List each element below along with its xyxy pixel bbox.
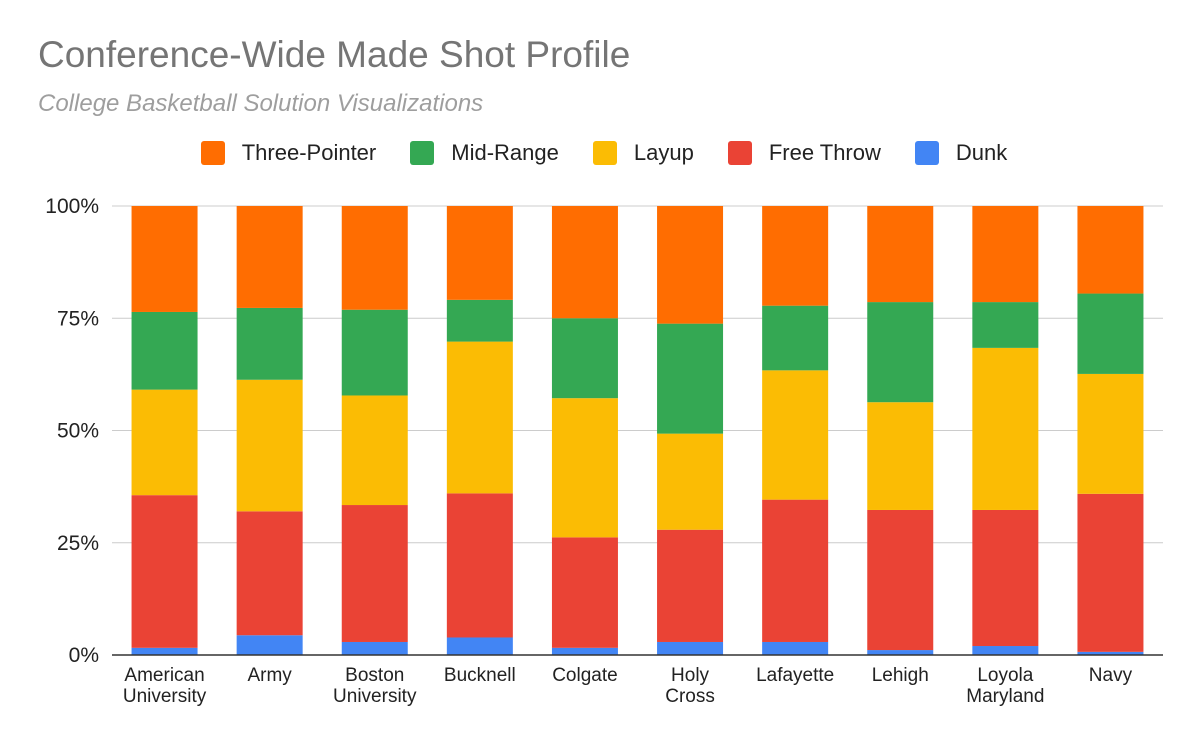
bar-segment-free-throw [341, 505, 408, 642]
bar-segment-free-throw [446, 493, 513, 638]
bar-segment-layup [446, 341, 513, 494]
bar-segment-layup [867, 402, 934, 510]
x-tick-label: Army [247, 665, 292, 686]
bar-segment-layup [762, 370, 829, 500]
legend-item-dunk: Dunk [914, 140, 1008, 166]
bar-segment-dunk [236, 635, 303, 655]
legend-item-three-pointer: Three-Pointer [200, 140, 377, 166]
bar-segment-mid-range [446, 299, 513, 342]
bar-segment-mid-range [341, 309, 408, 396]
bar-segment-three-pointer [236, 206, 303, 308]
bar-segment-dunk [972, 646, 1039, 655]
x-tick-label: Lafayette [756, 665, 834, 686]
legend-swatch-three-pointer [200, 141, 225, 165]
bar-segment-mid-range [972, 302, 1039, 348]
bar-segment-layup [972, 347, 1039, 510]
bar-segment-layup [131, 389, 198, 496]
x-tick-label: Lehigh [872, 665, 929, 686]
y-tick-label: 0% [69, 644, 99, 667]
bar-segment-mid-range [131, 311, 198, 390]
chart-subtitle: College Basketball Solution Visualizatio… [38, 90, 484, 117]
bar-segment-free-throw [1077, 493, 1144, 652]
legend-swatch-free-throw [727, 141, 752, 165]
bar-segment-three-pointer [131, 206, 198, 312]
bar-segment-dunk [341, 641, 408, 655]
bar-segment-mid-range [551, 318, 618, 399]
x-tick-label: Colgate [552, 665, 618, 686]
legend: Three-Pointer Mid-Range Layup Free Throw Dun… [0, 140, 1200, 166]
y-tick-label: 100% [45, 195, 99, 218]
bar-segment-three-pointer [972, 206, 1039, 303]
bar-segment-dunk [657, 641, 724, 655]
legend-swatch-mid-range [410, 141, 435, 165]
x-tick-label: Boston University [333, 665, 417, 707]
legend-swatch-layup [592, 141, 617, 165]
legend-item-layup: Layup [592, 140, 694, 166]
x-tick-label: American University [123, 665, 207, 707]
bar-segment-layup [1077, 373, 1144, 494]
x-tick-label: Bucknell [444, 665, 516, 686]
legend-label: Dunk [955, 140, 1008, 165]
bar-segment-three-pointer [1077, 206, 1144, 294]
bar-segment-dunk [551, 647, 618, 655]
bar-segment-three-pointer [551, 206, 618, 319]
y-tick-label: 25% [57, 532, 99, 555]
x-tick-label: Holy Cross [665, 665, 715, 707]
legend-label: Mid-Range [451, 140, 559, 165]
bar-segment-layup [236, 379, 303, 512]
chart-title: Conference-Wide Made Shot Profile [38, 34, 631, 75]
y-tick-label: 50% [57, 420, 99, 443]
bar-segment-dunk [446, 637, 513, 655]
bar-segment-three-pointer [657, 206, 724, 324]
x-tick-label: Loyola Maryland [966, 665, 1044, 707]
bar-segment-dunk [1077, 651, 1144, 655]
x-tick-label: Navy [1089, 665, 1133, 686]
bar-segment-three-pointer [867, 206, 934, 303]
legend-item-mid-range: Mid-Range [410, 140, 559, 166]
bar-segment-layup [341, 395, 408, 506]
bar-segment-mid-range [657, 323, 724, 434]
bar-segment-layup [657, 433, 724, 530]
bar-segment-free-throw [131, 495, 198, 648]
legend-label: Free Throw [768, 140, 881, 165]
bar-segment-free-throw [236, 511, 303, 636]
bar-segment-free-throw [657, 529, 724, 642]
bar-segment-mid-range [867, 302, 934, 403]
y-tick-label: 75% [57, 307, 99, 330]
bar-segment-dunk [867, 650, 934, 655]
bar-segment-three-pointer [446, 206, 513, 300]
bar-segment-dunk [131, 647, 198, 655]
bar-segment-dunk [762, 641, 829, 655]
legend-swatch-dunk [914, 141, 939, 165]
bar-segment-free-throw [762, 499, 829, 642]
bar-segment-mid-range [1077, 293, 1144, 374]
bar-segment-layup [551, 398, 618, 538]
legend-label: Layup [633, 140, 694, 165]
bar-segment-three-pointer [762, 206, 829, 306]
bar-segment-free-throw [972, 509, 1039, 647]
legend-label: Three-Pointer [241, 140, 377, 165]
bar-segment-three-pointer [341, 206, 408, 310]
bar-segment-mid-range [236, 307, 303, 380]
legend-item-free-throw: Free Throw [727, 140, 881, 166]
bar-segment-free-throw [867, 509, 934, 651]
bar-segment-free-throw [551, 537, 618, 648]
bar-segment-mid-range [762, 305, 829, 371]
